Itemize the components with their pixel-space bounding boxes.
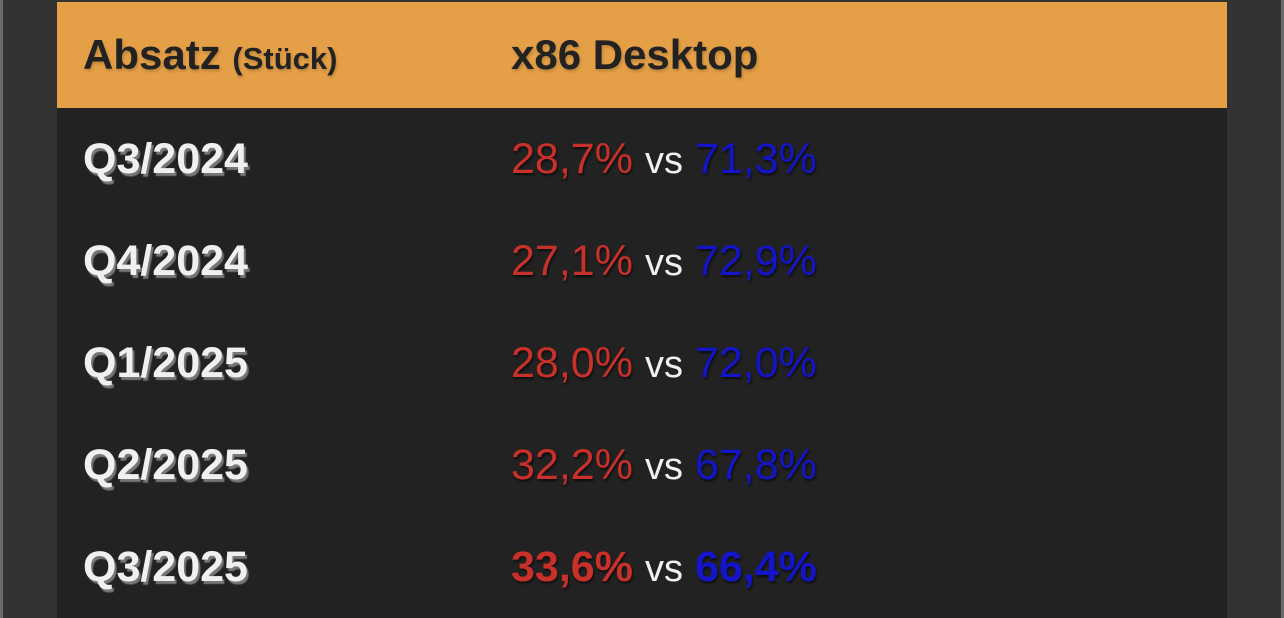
share-left: 27,1% bbox=[511, 236, 633, 285]
table-body: Q3/2024 28,7% vs 71,3% Q4/2024 27,1% vs 72,9%… bbox=[57, 108, 1227, 618]
table-row: Q2/2025 32,2% vs 67,8% bbox=[57, 414, 1227, 516]
share-cell: 27,1% vs 72,9% bbox=[511, 237, 817, 286]
vs-label: vs bbox=[644, 139, 683, 182]
share-cell: 28,0% vs 72,0% bbox=[511, 339, 817, 388]
period-cell: Q4/2024 bbox=[83, 236, 248, 285]
vs-label: vs bbox=[644, 241, 683, 284]
table-row: Q3/2024 28,7% vs 71,3% bbox=[57, 108, 1227, 210]
period-cell: Q3/2024 bbox=[83, 134, 248, 183]
share-right: 67,8% bbox=[694, 440, 817, 489]
share-left: 33,6% bbox=[511, 542, 633, 591]
share-left: 32,2% bbox=[511, 440, 633, 489]
period-cell: Q2/2025 bbox=[83, 440, 248, 489]
table-row: Q1/2025 28,0% vs 72,0% bbox=[57, 312, 1227, 414]
header-col-x86-desktop: x86 Desktop bbox=[511, 31, 759, 78]
right-border bbox=[1281, 0, 1284, 618]
share-right: 72,0% bbox=[694, 338, 817, 387]
share-cell: 28,7% vs 71,3% bbox=[511, 135, 817, 184]
share-cell: 33,6% vs 66,4% bbox=[511, 543, 817, 592]
period-cell: Q3/2025 bbox=[83, 542, 248, 591]
left-border bbox=[0, 0, 3, 618]
vs-label: vs bbox=[644, 343, 683, 386]
header-unit: (Stück) bbox=[232, 41, 338, 76]
market-share-table: Absatz (Stück) x86 Desktop Q3/2024 28,7%… bbox=[57, 2, 1227, 618]
share-right: 72,9% bbox=[694, 236, 817, 285]
vs-label: vs bbox=[644, 445, 683, 488]
share-right: 71,3% bbox=[694, 134, 817, 183]
table-row: Q3/2025 33,6% vs 66,4% bbox=[57, 516, 1227, 618]
period-cell: Q1/2025 bbox=[83, 338, 248, 387]
share-right: 66,4% bbox=[694, 542, 817, 591]
table-header: Absatz (Stück) x86 Desktop bbox=[57, 2, 1227, 108]
header-label: Absatz bbox=[83, 31, 221, 78]
share-left: 28,0% bbox=[511, 338, 633, 387]
table-row: Q4/2024 27,1% vs 72,9% bbox=[57, 210, 1227, 312]
header-col-sales: Absatz (Stück) bbox=[57, 31, 511, 79]
share-left: 28,7% bbox=[511, 134, 633, 183]
share-cell: 32,2% vs 67,8% bbox=[511, 441, 817, 490]
vs-label: vs bbox=[644, 547, 683, 590]
